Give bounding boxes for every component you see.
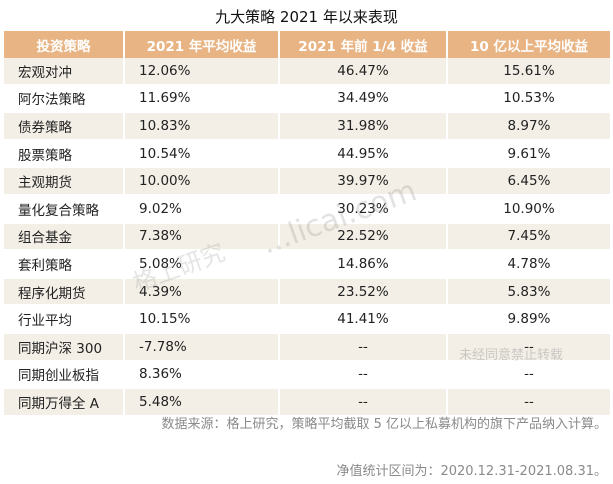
strategy-name-cell: 股票策略	[4, 139, 125, 169]
over-1b-return-cell: 7.45%	[447, 222, 610, 252]
strategy-name-cell: 行业平均	[4, 305, 125, 334]
top-quarter-return-cell: 44.95%	[279, 139, 448, 169]
header-2021-top-quarter-return: 2021 年前 1/4 收益	[279, 31, 448, 58]
top-quarter-return-cell: --	[279, 360, 448, 390]
table-row: 宏观对冲 12.06% 46.47% 15.61%	[4, 58, 610, 86]
over-1b-return-cell: 10.90%	[447, 194, 610, 224]
top-quarter-return-cell: 22.52%	[279, 222, 448, 252]
table-row: 阿尔法策略 11.69% 34.49% 10.53%	[4, 84, 610, 114]
table-row: 行业平均 10.15% 41.41% 9.89%	[4, 305, 610, 334]
ytd-return-cell: 8.36%	[124, 360, 280, 390]
over-1b-return-cell: --	[447, 388, 610, 417]
ytd-return-cell: 10.83%	[124, 112, 280, 141]
ytd-return-cell: 10.15%	[124, 305, 280, 334]
strategy-name-cell: 量化复合策略	[4, 194, 125, 224]
watermark-notice: 未经同意禁止转载	[459, 348, 564, 363]
strategy-name-cell: 阿尔法策略	[4, 84, 125, 114]
over-1b-return-cell: 10.53%	[447, 84, 610, 114]
table-row: 组合基金 7.38% 22.52% 7.45%	[4, 222, 610, 252]
strategy-name-cell: 组合基金	[4, 222, 125, 252]
table-title: 九大策略 2021 年以来表现	[215, 8, 398, 26]
ytd-return-cell: 5.08%	[124, 250, 280, 279]
top-quarter-return-cell: 30.23%	[279, 194, 448, 224]
over-1b-return-cell: 15.61%	[447, 58, 610, 86]
over-1b-return-cell: 8.97%	[447, 112, 610, 141]
period-footnote: 净值统计区间为：2020.12.31-2021.08.31。	[336, 464, 607, 479]
table-row: 同期沪深 300 -7.78% -- --	[4, 332, 610, 362]
source-footnote: 数据来源：格上研究，策略平均截取 5 亿以上私募机构的旗下产品纳入计算。	[161, 417, 607, 432]
header-2021-avg-return: 2021 年平均收益	[124, 31, 280, 58]
over-1b-return-cell: --	[447, 332, 610, 362]
header-over-1b-avg-return: 10 亿以上平均收益	[447, 31, 610, 58]
over-1b-return-cell: 6.45%	[447, 167, 610, 196]
table-row: 主观期货 10.00% 39.97% 6.45%	[4, 167, 610, 196]
over-1b-return-cell: --	[447, 360, 610, 390]
top-quarter-return-cell: 23.52%	[279, 277, 448, 307]
ytd-return-cell: 11.69%	[124, 84, 280, 114]
ytd-return-cell: -7.78%	[124, 332, 280, 362]
header-strategy: 投资策略	[4, 31, 125, 58]
strategy-name-cell: 债券策略	[4, 112, 125, 141]
top-quarter-return-cell: 31.98%	[279, 112, 448, 141]
table-row: 套利策略 5.08% 14.86% 4.78%	[4, 250, 610, 279]
top-quarter-return-cell: --	[279, 332, 448, 362]
strategy-name-cell: 同期沪深 300	[4, 332, 125, 362]
ytd-return-cell: 10.00%	[124, 167, 280, 196]
ytd-return-cell: 5.48%	[124, 388, 280, 417]
ytd-return-cell: 7.38%	[124, 222, 280, 252]
table-row: 股票策略 10.54% 44.95% 9.61%	[4, 139, 610, 169]
strategy-name-cell: 程序化期货	[4, 277, 125, 307]
table-row: 同期创业板指 8.36% -- --	[4, 360, 610, 390]
ytd-return-cell: 9.02%	[124, 194, 280, 224]
over-1b-return-cell: 9.89%	[447, 305, 610, 334]
strategy-performance-table: 投资策略 2021 年平均收益 2021 年前 1/4 收益 10 亿以上平均收…	[4, 31, 610, 417]
strategy-name-cell: 宏观对冲	[4, 58, 125, 86]
table-row: 程序化期货 4.39% 23.52% 5.83%	[4, 277, 610, 307]
top-quarter-return-cell: 46.47%	[279, 58, 448, 86]
over-1b-return-cell: 9.61%	[447, 139, 610, 169]
top-quarter-return-cell: 34.49%	[279, 84, 448, 114]
table-row: 同期万得全 A 5.48% -- --	[4, 388, 610, 417]
strategy-name-cell: 套利策略	[4, 250, 125, 279]
table-row: 债券策略 10.83% 31.98% 8.97%	[4, 112, 610, 141]
ytd-return-cell: 4.39%	[124, 277, 280, 307]
ytd-return-cell: 10.54%	[124, 139, 280, 169]
top-quarter-return-cell: 41.41%	[279, 305, 448, 334]
top-quarter-return-cell: --	[279, 388, 448, 417]
table-row: 量化复合策略 9.02% 30.23% 10.90%	[4, 194, 610, 224]
ytd-return-cell: 12.06%	[124, 58, 280, 86]
table-header-row: 投资策略 2021 年平均收益 2021 年前 1/4 收益 10 亿以上平均收…	[4, 31, 610, 58]
strategy-name-cell: 同期万得全 A	[4, 388, 125, 417]
strategy-name-cell: 同期创业板指	[4, 360, 125, 390]
over-1b-return-cell: 4.78%	[447, 250, 610, 279]
top-quarter-return-cell: 39.97%	[279, 167, 448, 196]
top-quarter-return-cell: 14.86%	[279, 250, 448, 279]
over-1b-return-cell: 5.83%	[447, 277, 610, 307]
strategy-name-cell: 主观期货	[4, 167, 125, 196]
